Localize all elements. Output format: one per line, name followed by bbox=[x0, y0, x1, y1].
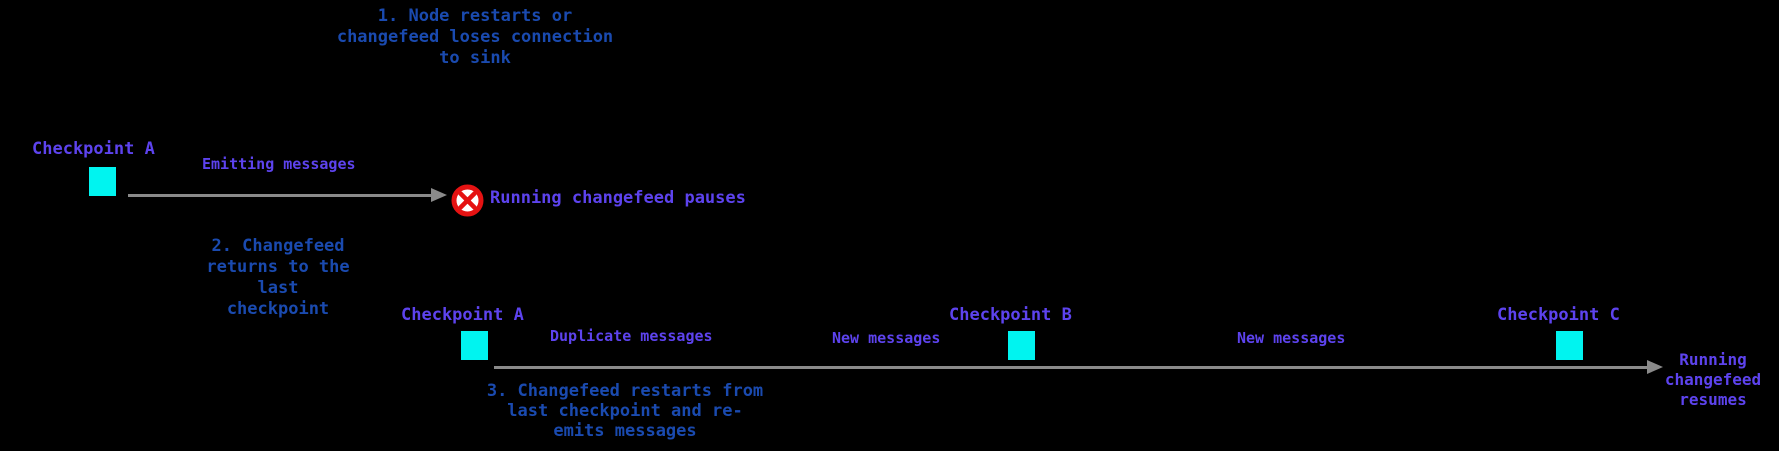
checkpoint-b-marker bbox=[1008, 331, 1035, 360]
checkpoint-a-label-2: Checkpoint A bbox=[401, 305, 524, 325]
running-changefeed-pauses-label: Running changefeed pauses bbox=[490, 188, 746, 208]
timeline-2-line bbox=[494, 366, 1647, 369]
emitting-messages-label: Emitting messages bbox=[202, 155, 356, 173]
checkpoint-c-label: Checkpoint C bbox=[1497, 305, 1620, 325]
circled-x-icon bbox=[451, 184, 484, 217]
timeline-1-arrowhead-icon bbox=[431, 188, 447, 202]
running-changefeed-resumes-label: Running changefeed resumes bbox=[1664, 350, 1762, 409]
duplicate-messages-label: Duplicate messages bbox=[550, 327, 713, 345]
step3-annotation: 3. Changefeed restarts from last checkpo… bbox=[486, 381, 764, 441]
checkpoint-a-marker-2 bbox=[461, 331, 488, 360]
new-messages-1-label: New messages bbox=[832, 329, 941, 347]
timeline-2-arrowhead-icon bbox=[1647, 360, 1663, 374]
checkpoint-a-marker-1 bbox=[89, 167, 116, 196]
step1-annotation: 1. Node restarts or changefeed loses con… bbox=[336, 6, 614, 68]
checkpoint-b-label: Checkpoint B bbox=[949, 305, 1072, 325]
new-messages-2-label: New messages bbox=[1237, 329, 1346, 347]
timeline-1-line bbox=[128, 194, 432, 197]
checkpoint-a-label-1: Checkpoint A bbox=[32, 139, 155, 159]
step2-annotation: 2. Changefeed returns to the last checkp… bbox=[206, 236, 350, 319]
checkpoint-c-marker bbox=[1556, 331, 1583, 360]
